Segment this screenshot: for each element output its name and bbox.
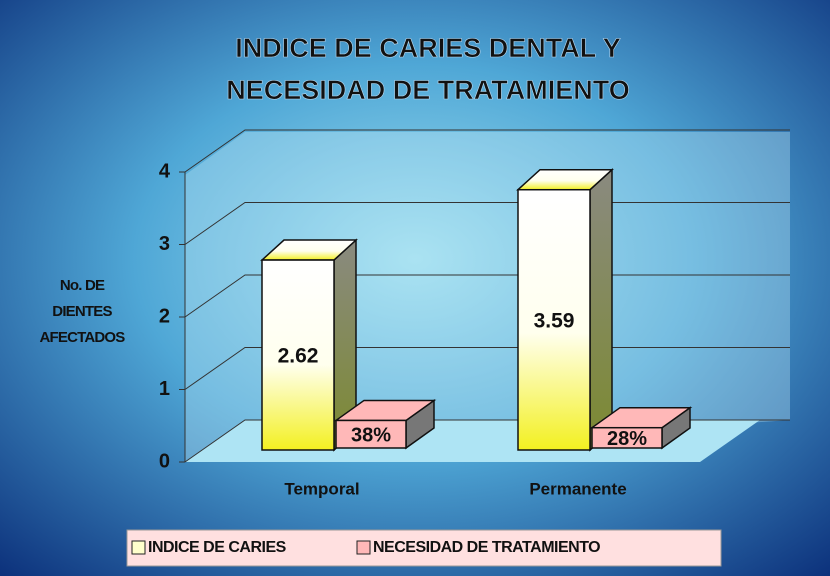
legend-label: INDICE DE CARIES — [148, 539, 287, 556]
chart-title: INDICE DE CARIES DENTAL Y — [235, 33, 621, 63]
value-label: 3.59 — [534, 309, 575, 332]
bar-front — [335, 419, 407, 449]
y-tick-label: 4 — [159, 160, 171, 182]
x-tick-label: Temporal — [284, 479, 359, 498]
y-tick-label: 1 — [159, 378, 170, 400]
y-tick-label: 2 — [159, 305, 170, 327]
legend-swatch — [356, 540, 371, 555]
bar — [333, 398, 437, 450]
legend-swatch — [131, 540, 146, 555]
legend — [126, 529, 722, 567]
y-axis-label: AFECTADOS — [39, 329, 125, 346]
grid-line — [184, 129, 790, 173]
bar-front — [517, 188, 591, 451]
bar-side — [589, 168, 613, 452]
value-label: 38% — [351, 425, 391, 447]
y-axis-label: DIENTES — [52, 303, 112, 320]
chart-title: NECESIDAD DE TRATAMIENTO — [226, 75, 630, 105]
y-tick-label: 3 — [159, 233, 170, 255]
y-axis-label: No. DE — [60, 277, 105, 294]
value-label: 2.62 — [278, 345, 319, 368]
bar — [516, 168, 614, 452]
x-tick-label: Permanente — [529, 479, 626, 498]
bar-front — [261, 259, 335, 451]
bar-front — [591, 426, 663, 449]
value-label: 28% — [607, 428, 647, 450]
y-tick-label: 0 — [159, 450, 170, 472]
bar — [260, 238, 358, 452]
legend-label: NECESIDAD DE TRATAMIENTO — [373, 539, 600, 556]
bar — [589, 406, 693, 450]
